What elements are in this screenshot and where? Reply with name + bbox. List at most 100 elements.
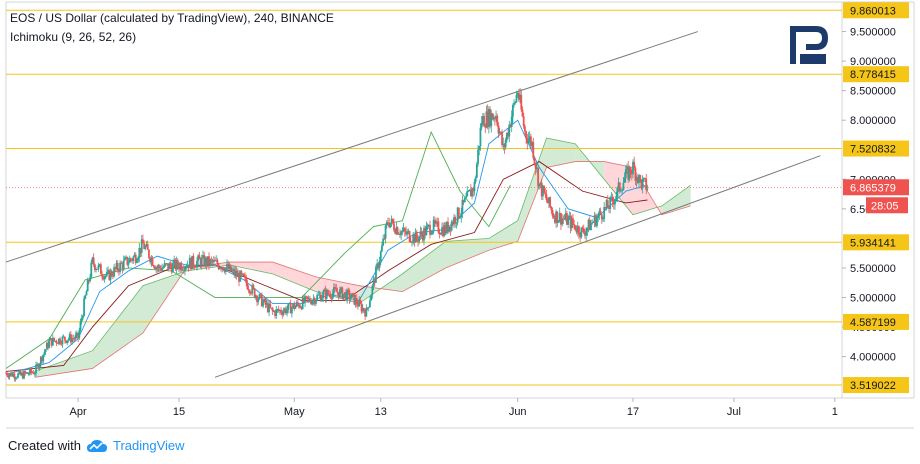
- candle-body: [211, 260, 214, 263]
- candle-body: [536, 167, 538, 170]
- candle-body: [39, 356, 42, 365]
- candle-body: [173, 259, 176, 264]
- candle-body: [247, 289, 250, 291]
- candle-body: [477, 149, 479, 164]
- candle-body: [616, 187, 619, 197]
- candle-body: [71, 338, 73, 343]
- level-label: 5.934141: [850, 237, 896, 249]
- candle-body: [348, 291, 351, 300]
- candle-body: [554, 217, 556, 223]
- candle-body: [432, 219, 435, 231]
- level-label: 8.778415: [850, 69, 896, 81]
- candle-body: [167, 263, 170, 270]
- candle-body: [573, 224, 576, 226]
- candle-body: [21, 372, 24, 379]
- candle-body: [630, 173, 633, 175]
- candle-body: [293, 303, 296, 309]
- candle-body: [586, 227, 589, 232]
- indicator-legend[interactable]: Ichimoku (9, 26, 52, 26): [10, 30, 137, 44]
- x-tick-label: 17: [627, 406, 639, 418]
- candle-body: [530, 136, 532, 146]
- candle-body: [323, 289, 326, 292]
- candle-body: [381, 245, 383, 252]
- candle-body: [41, 356, 43, 362]
- candle-body: [463, 198, 466, 203]
- channel-trend-line: [214, 155, 821, 378]
- candle-body: [69, 334, 72, 343]
- candle-body: [375, 266, 377, 283]
- candle-body: [490, 113, 493, 127]
- candle-body: [236, 273, 239, 277]
- candle-body: [234, 270, 237, 276]
- candle-body: [272, 311, 275, 313]
- level-label-box: [843, 377, 909, 394]
- candle-body: [498, 131, 501, 134]
- candle-body: [584, 232, 586, 236]
- candle-body: [497, 125, 500, 134]
- candle-body: [45, 342, 48, 350]
- candle-body: [371, 285, 374, 296]
- candle-body: [248, 290, 251, 294]
- candle-body: [628, 167, 631, 180]
- candle-body: [435, 221, 437, 224]
- candle-body: [546, 200, 549, 204]
- candle-body: [365, 307, 368, 317]
- candle-body: [634, 167, 637, 181]
- candle-body: [361, 308, 364, 312]
- candle-body: [563, 218, 566, 220]
- candle-body: [615, 196, 618, 200]
- candle-body: [191, 255, 194, 270]
- candle-body: [627, 166, 630, 180]
- candle-body: [187, 264, 190, 269]
- candle-body: [152, 265, 155, 267]
- candle-body: [585, 231, 588, 236]
- candle-body: [353, 293, 356, 305]
- candle-body: [26, 372, 29, 374]
- candle-body: [305, 296, 308, 298]
- candle-body: [399, 234, 401, 236]
- candle-body: [480, 122, 483, 128]
- candle-body: [19, 371, 22, 376]
- candle-body: [555, 211, 558, 223]
- candle-body: [572, 218, 574, 225]
- candle-body: [550, 206, 553, 211]
- candle-body: [78, 330, 81, 339]
- candle-body: [81, 315, 84, 319]
- candle-body: [287, 303, 290, 310]
- candle-body: [198, 255, 201, 259]
- candle-body: [204, 257, 207, 266]
- candle-body: [646, 188, 649, 190]
- candle-body: [38, 364, 41, 369]
- footer: Created with TradingView: [8, 438, 185, 453]
- candle-body: [339, 289, 341, 298]
- candle-body: [32, 372, 35, 375]
- candle-body: [513, 102, 515, 105]
- candle-body: [304, 296, 306, 303]
- candle-body: [602, 218, 604, 220]
- candle-body: [241, 273, 244, 275]
- candle-body: [258, 294, 261, 300]
- candle-body: [301, 297, 304, 309]
- candle-body: [594, 215, 597, 227]
- candle-body: [224, 267, 227, 272]
- candle-body: [644, 178, 646, 179]
- tradingview-brand[interactable]: TradingView: [112, 438, 185, 453]
- candle-body: [130, 258, 132, 260]
- candle-body: [181, 269, 184, 271]
- ichimoku-cloud-segment: [661, 185, 691, 215]
- candle-body: [140, 239, 143, 253]
- candle-body: [402, 228, 405, 232]
- candle-body: [454, 217, 457, 224]
- candle-body: [280, 310, 282, 313]
- candle-body: [369, 300, 371, 308]
- candle-body: [277, 309, 280, 312]
- candle-body: [433, 219, 436, 224]
- candle-body: [461, 199, 464, 214]
- candle-body: [333, 287, 335, 293]
- chart-frame: [5, 1, 915, 399]
- candle-body: [157, 265, 160, 269]
- candle-body: [290, 307, 293, 314]
- candle-body: [534, 163, 537, 170]
- candle-body: [373, 278, 376, 283]
